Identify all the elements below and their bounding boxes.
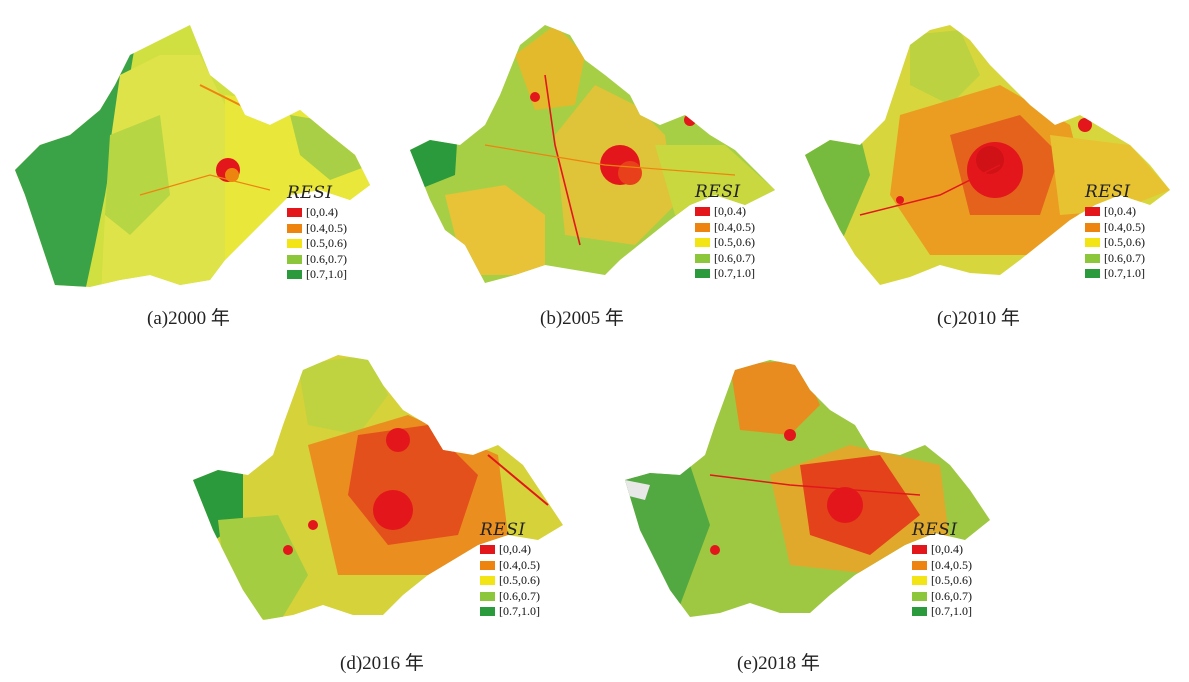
legend-swatch: [912, 576, 927, 586]
legend-item: [0.7,1.0]: [1085, 266, 1175, 282]
legend-item: [0,0.4): [480, 542, 570, 558]
legend-item: [0.5,0.6): [480, 573, 570, 589]
legend-item: [0.4,0.5): [480, 558, 570, 574]
legend-title: RESI: [695, 182, 741, 202]
legend-swatch: [1085, 207, 1100, 217]
legend-item: [0.6,0.7): [1085, 251, 1175, 267]
legend-item: [0,0.4): [1085, 204, 1175, 220]
map-2005: [410, 25, 775, 283]
panel-caption: (b)2005 年: [540, 308, 624, 329]
legend-item: [0.4,0.5): [287, 221, 377, 237]
legend-item: [0,0.4): [287, 205, 377, 221]
legend: RESI [0,0.4) [0.4,0.5) [0.5,0.6) [0.6,0.…: [480, 520, 570, 620]
legend-swatch: [695, 207, 710, 217]
legend-item: [0.7,1.0]: [912, 604, 1002, 620]
legend-swatch: [480, 545, 495, 555]
map-panel-2016: RESI [0,0.4) [0.4,0.5) [0.5,0.6) [0.6,0.…: [188, 345, 578, 645]
legend-item: [0.6,0.7): [287, 252, 377, 268]
legend-swatch: [1085, 238, 1100, 248]
map-panel-2018: RESI [0,0.4) [0.4,0.5) [0.5,0.6) [0.6,0.…: [620, 345, 1010, 645]
legend-swatch: [695, 253, 710, 263]
legend-item: [0.7,1.0]: [480, 604, 570, 620]
legend-swatch: [287, 223, 302, 233]
legend-swatch: [1085, 253, 1100, 263]
legend-item: [0.4,0.5): [912, 558, 1002, 574]
legend: RESI [0,0.4) [0.4,0.5) [0.5,0.6) [0.6,0.…: [287, 183, 377, 283]
legend-title: RESI: [480, 520, 526, 540]
legend-swatch: [912, 560, 927, 570]
legend-item: [0.6,0.7): [912, 589, 1002, 605]
panel-caption: (c)2010 年: [937, 308, 1020, 329]
legend-item: [0.5,0.6): [287, 236, 377, 252]
map-panel-2000: RESI [0,0.4) [0.4,0.5) [0.5,0.6) [0.6,0.…: [10, 15, 400, 315]
legend-swatch: [912, 591, 927, 601]
legend: RESI [0,0.4) [0.4,0.5) [0.5,0.6) [0.6,0.…: [1085, 182, 1175, 282]
legend-swatch: [912, 607, 927, 617]
legend-title: RESI: [912, 520, 958, 540]
legend: RESI [0,0.4) [0.4,0.5) [0.5,0.6) [0.6,0.…: [695, 182, 785, 282]
legend-item: [0.4,0.5): [1085, 220, 1175, 236]
legend-swatch: [287, 270, 302, 280]
legend-swatch: [695, 222, 710, 232]
legend-item: [0.7,1.0]: [695, 266, 785, 282]
legend-title: RESI: [287, 183, 333, 203]
map-2010: [805, 25, 1170, 285]
legend-item: [0.5,0.6): [1085, 235, 1175, 251]
legend-item: [0,0.4): [695, 204, 785, 220]
legend-item: [0.5,0.6): [695, 235, 785, 251]
map-panel-2010: RESI [0,0.4) [0.4,0.5) [0.5,0.6) [0.6,0.…: [800, 15, 1189, 315]
panel-caption: (e)2018 年: [737, 653, 820, 674]
legend-swatch: [1085, 222, 1100, 232]
legend-item: [0,0.4): [912, 542, 1002, 558]
legend-swatch: [912, 545, 927, 555]
legend-swatch: [480, 607, 495, 617]
panel-caption: (a)2000 年: [147, 308, 230, 329]
legend-swatch: [287, 208, 302, 218]
map-2016: [193, 355, 563, 620]
legend-swatch: [480, 560, 495, 570]
map-2000: [15, 25, 370, 287]
legend-swatch: [480, 576, 495, 586]
legend-item: [0.5,0.6): [912, 573, 1002, 589]
legend: RESI [0,0.4) [0.4,0.5) [0.5,0.6) [0.6,0.…: [912, 520, 1002, 620]
legend-item: [0.7,1.0]: [287, 267, 377, 283]
legend-item: [0.4,0.5): [695, 220, 785, 236]
panel-caption: (d)2016 年: [340, 653, 424, 674]
legend-swatch: [480, 591, 495, 601]
legend-swatch: [695, 238, 710, 248]
map-2018: [625, 360, 990, 617]
legend-title: RESI: [1085, 182, 1131, 202]
map-panel-2005: RESI [0,0.4) [0.4,0.5) [0.5,0.6) [0.6,0.…: [405, 15, 795, 315]
legend-swatch: [1085, 269, 1100, 279]
legend-item: [0.6,0.7): [480, 589, 570, 605]
legend-item: [0.6,0.7): [695, 251, 785, 267]
legend-swatch: [287, 254, 302, 264]
legend-swatch: [287, 239, 302, 249]
legend-swatch: [695, 269, 710, 279]
